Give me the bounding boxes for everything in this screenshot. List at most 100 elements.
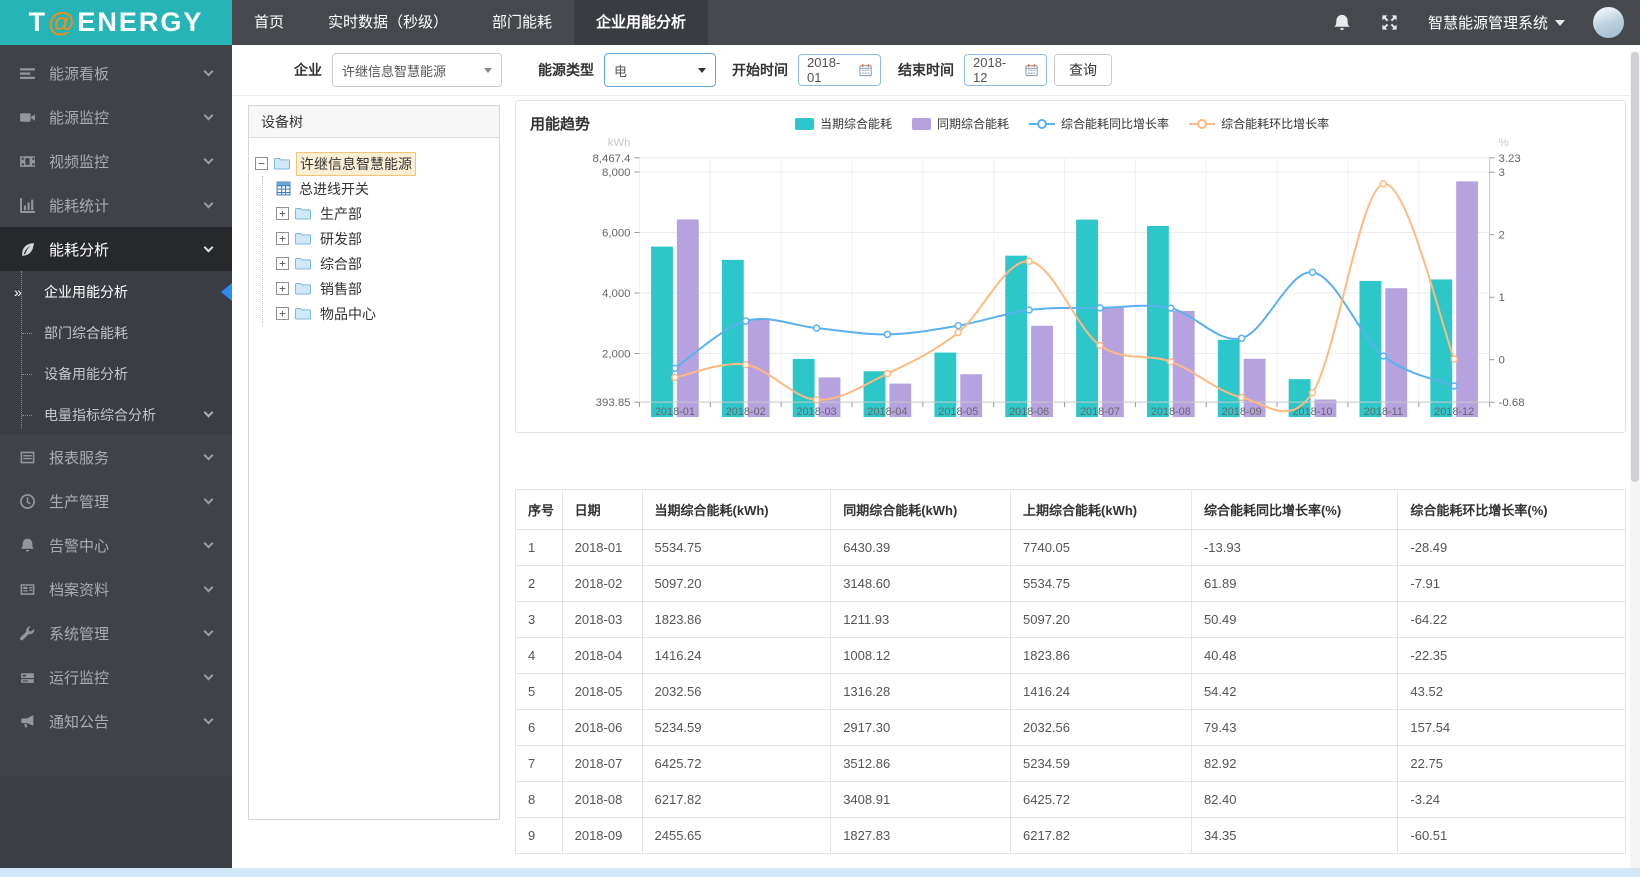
chart-title: 用能趋势 xyxy=(530,116,591,133)
sidebar-submenu: » 企业用能分析 部门综合能耗设备用能分析电量指标综合分析 xyxy=(0,271,232,435)
right-axis-tick: 3.23 xyxy=(1499,153,1521,165)
table-cell: 34.35 xyxy=(1190,817,1399,854)
nav-tab-1[interactable]: 首页 xyxy=(254,14,285,31)
sidebar-item-11[interactable]: 运行监控 xyxy=(0,655,232,699)
chevron-down-icon xyxy=(203,714,214,724)
folder-icon xyxy=(294,281,312,296)
x-axis-label: 2018-11 xyxy=(1364,406,1403,418)
sidebar-item-3[interactable]: 视频监控 xyxy=(0,139,232,183)
expand-icon[interactable]: + xyxy=(276,232,289,245)
table-cell: 6217.82 xyxy=(1010,817,1192,854)
horizontal-scrollbar[interactable] xyxy=(0,868,1640,877)
main-content: 企业 许继信息智慧能源 能源类型 电 开始时间 2018-01 结束时间 201… xyxy=(232,45,1640,877)
sidebar-item-2[interactable]: 能源监控 xyxy=(0,95,232,139)
collapse-icon[interactable]: − xyxy=(255,157,268,170)
sidebar-item-10[interactable]: 系统管理 xyxy=(0,611,232,655)
left-axis-tick: 8,467.4 xyxy=(592,153,631,165)
end-time-input[interactable]: 2018-12 xyxy=(964,54,1047,86)
tree-node-6[interactable]: + 物品中心 xyxy=(276,301,493,326)
table-cell: 9 xyxy=(515,817,563,854)
enterprise-select-value: 许继信息智慧能源 xyxy=(342,63,447,79)
left-axis-tick: 393.85 xyxy=(596,397,631,409)
legend-item-3[interactable]: 综合能耗同比增长率 xyxy=(1029,115,1169,132)
expand-icon[interactable]: + xyxy=(276,257,289,270)
sidebar-item-5[interactable]: 能耗分析 xyxy=(0,227,232,271)
bell-icon xyxy=(19,537,36,554)
tree-node-2[interactable]: + 生产部 xyxy=(276,201,493,226)
energy-data-table: 序号 日期 当期综合能耗(kWh) 同期综合能耗(kWh) 上期综合能耗(kWh) 综合能… xyxy=(515,489,1626,854)
user-avatar[interactable] xyxy=(1593,7,1624,38)
tree-node-3[interactable]: + 研发部 xyxy=(276,226,493,251)
right-axis-tick: 1 xyxy=(1499,292,1505,304)
system-title-dropdown[interactable]: 智慧能源管理系统 xyxy=(1428,12,1565,33)
sidebar-subitem-1[interactable]: » 企业用能分析 xyxy=(0,271,232,312)
app-logo[interactable]: T @ ENERGY xyxy=(0,0,232,45)
tree-node-5[interactable]: + 销售部 xyxy=(276,276,493,301)
energy-type-select[interactable]: 电 xyxy=(604,53,716,87)
nav-tab-3[interactable]: 部门能耗 xyxy=(492,14,553,31)
x-axis-label: 2018-02 xyxy=(726,406,766,418)
marker-2018-01 xyxy=(671,373,679,382)
legend-item-2[interactable]: 同期综合能耗 xyxy=(912,115,1009,132)
enterprise-select[interactable]: 许继信息智慧能源 xyxy=(332,53,502,87)
notification-bell-icon[interactable] xyxy=(1332,13,1352,33)
line-yoy-growth-rate xyxy=(671,268,1458,390)
sidebar-item-9[interactable]: 档案资料 xyxy=(0,567,232,611)
marker-2018-08 xyxy=(1167,357,1175,366)
tree-dots xyxy=(22,332,32,334)
sidebar-item-6[interactable]: 报表服务 xyxy=(0,435,232,479)
sidebar-item-8[interactable]: 告警中心 xyxy=(0,523,232,567)
chevron-down-icon xyxy=(203,670,214,680)
nav-tab-2[interactable]: 实时数据（秒级） xyxy=(328,14,449,31)
legend-item-1[interactable]: 当期综合能耗 xyxy=(795,115,892,132)
x-axis-label: 2018-06 xyxy=(1009,406,1049,418)
table-cell: 4 xyxy=(515,637,563,674)
chevron-down-icon xyxy=(484,67,492,73)
expand-icon[interactable]: + xyxy=(276,207,289,220)
fullscreen-icon[interactable] xyxy=(1380,13,1400,33)
table-cell: 79.43 xyxy=(1190,709,1399,746)
sidebar-item-7[interactable]: 生产管理 xyxy=(0,479,232,523)
sidebar-item-label: 报表服务 xyxy=(49,449,110,467)
left-axis-tick: 2,000 xyxy=(602,349,631,361)
table-cell: 61.89 xyxy=(1190,565,1399,602)
sidebar-item-12[interactable]: 通知公告 xyxy=(0,699,232,743)
bar-2018-06-s1 xyxy=(1005,255,1028,418)
marker-2018-09 xyxy=(1237,393,1246,402)
vertical-scrollbar-thumb[interactable] xyxy=(1631,52,1639,482)
sidebar-subitem-label: 设备用能分析 xyxy=(44,365,128,382)
marker-2018-07 xyxy=(1096,341,1104,350)
tree-node-4[interactable]: + 综合部 xyxy=(276,251,493,276)
marker-2018-11 xyxy=(1379,352,1388,360)
expand-icon[interactable]: + xyxy=(276,307,289,320)
archive-icon xyxy=(19,581,36,598)
bar-2018-09-s1 xyxy=(1217,339,1240,418)
bar-2018-11-s1 xyxy=(1359,280,1382,418)
expand-icon[interactable]: + xyxy=(276,282,289,295)
marker-2018-03 xyxy=(812,324,821,332)
sidebar-subitem-2[interactable]: 部门综合能耗 xyxy=(0,312,232,353)
bar-2018-05-s2 xyxy=(960,374,983,418)
tree-node-root[interactable]: − 许继信息智慧能源 xyxy=(255,151,493,176)
chevron-down-icon xyxy=(203,242,214,252)
tree-dots xyxy=(22,414,32,416)
tree-node-1[interactable]: 总进线开关 xyxy=(276,176,493,201)
marker-2018-11 xyxy=(1379,180,1388,188)
sidebar-subitem-4[interactable]: 电量指标综合分析 xyxy=(0,394,232,435)
sidebar-item-label: 系统管理 xyxy=(49,625,110,643)
start-time-input[interactable]: 2018-01 xyxy=(798,54,881,86)
bar-2018-07-s1 xyxy=(1076,219,1098,418)
table-cell: 8 xyxy=(515,781,563,818)
nav-tab-4[interactable]: 企业用能分析 xyxy=(574,0,709,45)
table-row-4: 4 2018-04 1416.24 1008.12 1823.86 40.48 -22.35 xyxy=(515,637,1626,674)
chevron-down-icon xyxy=(203,450,214,460)
legend-item-4[interactable]: 综合能耗环比增长率 xyxy=(1189,115,1329,132)
sidebar-subitem-3[interactable]: 设备用能分析 xyxy=(0,353,232,394)
sidebar-item-1[interactable]: 能源看板 xyxy=(0,51,232,95)
bar-2018-10-s2 xyxy=(1314,399,1337,418)
table-cell: 82.92 xyxy=(1190,745,1399,782)
vertical-scrollbar[interactable] xyxy=(1630,51,1640,868)
sidebar-item-4[interactable]: 能耗统计 xyxy=(0,183,232,227)
table-cell: 2018-05 xyxy=(561,673,643,710)
query-button[interactable]: 查询 xyxy=(1054,54,1112,86)
